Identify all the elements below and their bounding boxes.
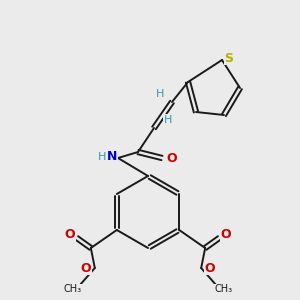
Text: O: O bbox=[80, 262, 91, 275]
Text: H: H bbox=[164, 115, 172, 125]
Text: H: H bbox=[156, 89, 164, 99]
Text: O: O bbox=[205, 262, 215, 275]
Text: H: H bbox=[98, 152, 106, 162]
Text: O: O bbox=[64, 229, 75, 242]
Text: N: N bbox=[107, 151, 117, 164]
Text: S: S bbox=[224, 52, 233, 64]
Text: CH₃: CH₃ bbox=[214, 284, 232, 294]
Text: O: O bbox=[167, 152, 177, 164]
Text: CH₃: CH₃ bbox=[64, 284, 82, 294]
Text: O: O bbox=[221, 229, 232, 242]
